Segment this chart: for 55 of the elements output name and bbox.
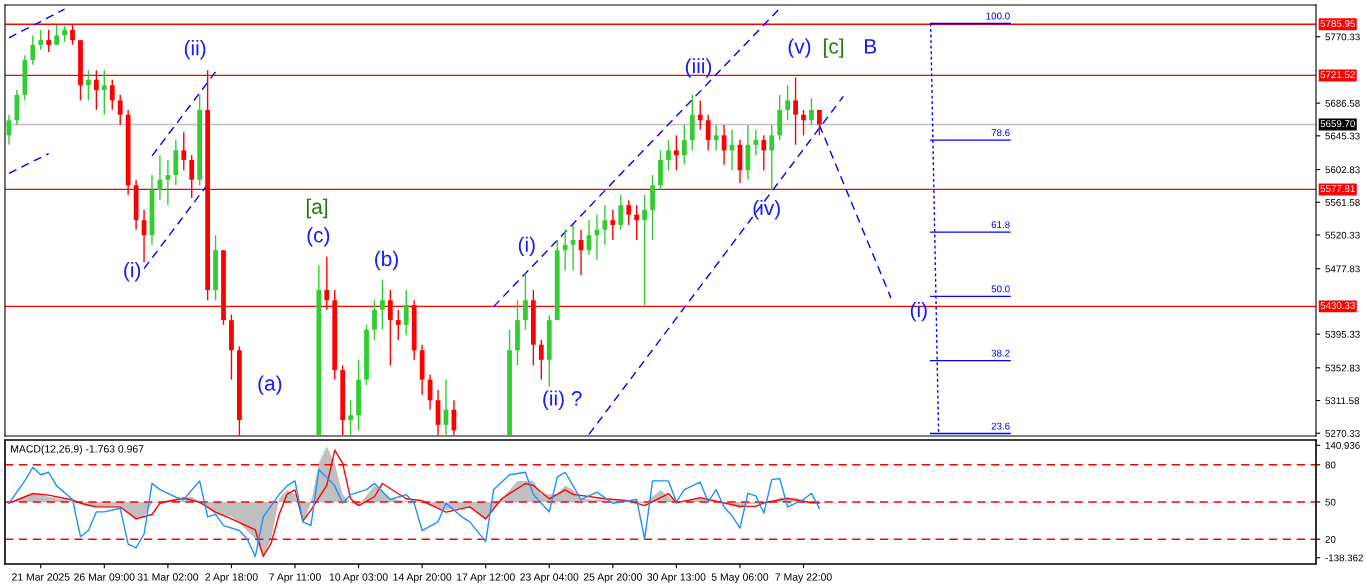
x-tick-label: 5 May 06:00	[711, 573, 769, 583]
annotation: (i)	[910, 301, 927, 322]
ref-line-label: 5785.95	[1320, 20, 1355, 27]
x-tick-label: 26 Mar 09:00	[74, 573, 135, 581]
series-label: 50.0	[991, 285, 1010, 293]
annotation: (c)	[307, 227, 330, 247]
annotation: (a)	[258, 375, 282, 395]
x-tick-label: 2 Apr 18:00	[205, 573, 258, 583]
series-label: 61.8	[991, 221, 1010, 229]
series-label: 78.6	[991, 129, 1010, 137]
y-tick-label: -138.362	[1325, 554, 1363, 562]
annotation: [a]	[306, 198, 328, 219]
y-tick-label: 5770.33	[1325, 33, 1360, 41]
y-tick-label: 5561.58	[1325, 199, 1360, 206]
x-tick-label: 14 Apr 20:00	[393, 573, 452, 583]
y-tick-label: 5645.33	[1325, 132, 1360, 140]
y-tick-label: 5352.83	[1325, 364, 1360, 372]
y-tick-label: 5477.83	[1325, 265, 1360, 273]
annotation: (iv)	[753, 200, 780, 220]
y-tick-label: 5602.83	[1325, 166, 1360, 174]
annotation: (b)	[375, 250, 398, 271]
x-tick-label: 31 Mar 02:00	[137, 573, 199, 581]
y-tick-label: 140.936	[1325, 441, 1360, 449]
ref-line-label: 5721.52	[1320, 71, 1355, 79]
x-tick-label: 25 Apr 20:00	[583, 573, 642, 583]
series-label: 100.0	[986, 12, 1010, 20]
annotation: (v)	[788, 38, 811, 58]
x-tick-label: 10 Apr 03:00	[329, 573, 388, 583]
annotation: [c]	[824, 38, 844, 58]
chart-title: MACD(12,26,9) -1.763 0.967	[11, 444, 144, 455]
ref-line-label: 5430.33	[1320, 302, 1355, 309]
y-tick-label: 5686.58	[1325, 99, 1360, 107]
y2-tick-label: 80	[1325, 461, 1336, 469]
series-label: 38.2	[991, 349, 1010, 357]
y-tick-label: 5311.58	[1325, 397, 1360, 405]
series-label: 23.6	[991, 422, 1010, 430]
annotation: (i)	[124, 262, 141, 282]
y2-tick-label: 50	[1325, 498, 1336, 506]
y-tick-label: 5395.33	[1325, 330, 1360, 338]
x-tick-label: 30 Apr 13:00	[647, 573, 706, 583]
x-tick-label: 17 Apr 12:00	[456, 573, 515, 583]
y-tick-label: 5270.33	[1325, 430, 1360, 437]
annotation: B	[865, 39, 877, 54]
annotation: (i)	[518, 236, 535, 257]
x-tick-label: 23 Apr 04:00	[520, 573, 579, 583]
annotation: (ii) ?	[543, 390, 582, 410]
x-tick-label: 7 Apr 11:00	[269, 573, 321, 583]
x-tick-label: 7 May 22:00	[775, 573, 832, 583]
y-tick-label: 5520.33	[1325, 231, 1360, 239]
y2-tick-label: 20	[1325, 535, 1336, 543]
ref-line-label: 5577.81	[1320, 185, 1355, 193]
annotation: (ii)	[184, 40, 206, 60]
x-tick-label: 21 Mar 2025	[12, 573, 70, 581]
ref-line-label: 5659.70	[1320, 120, 1355, 128]
annotation: (iii)	[685, 58, 712, 78]
